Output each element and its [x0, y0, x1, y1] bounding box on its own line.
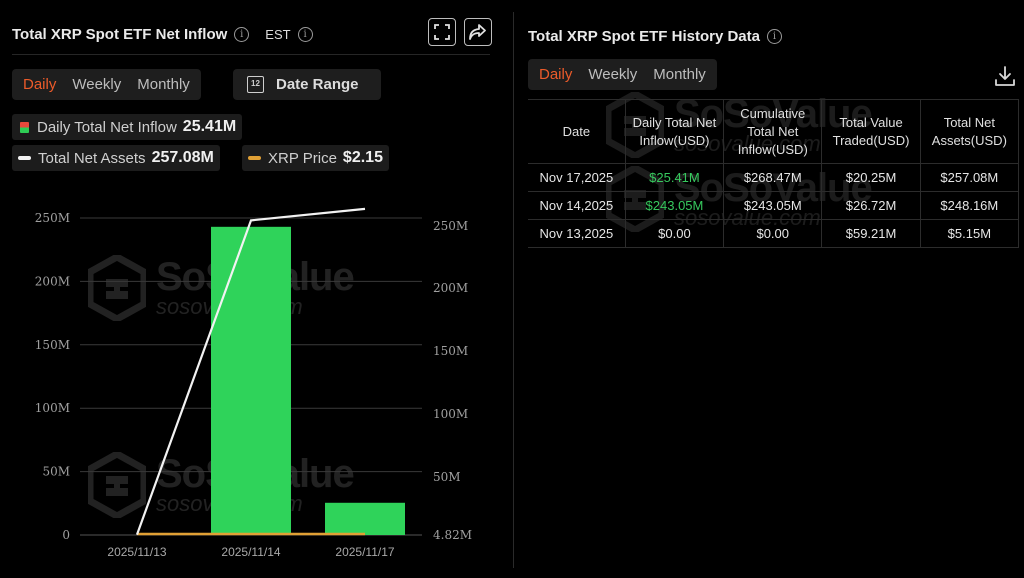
x-axis-tick-label: 2025/11/13	[107, 545, 166, 559]
inflow-chart[interactable]: 0 50M 100M 150M 200M 250M 4.82M 50M 100M 150M 200M…	[0, 195, 500, 570]
cell-cumulative-inflow: $0.00	[723, 219, 823, 248]
date-range-button[interactable]: 12 Date Range	[233, 69, 381, 100]
bar	[325, 502, 405, 535]
cell-cumulative-inflow: $243.05M	[723, 191, 823, 220]
cell-net-assets: $5.15M	[919, 219, 1020, 248]
right-axis-tick-label: 50M	[433, 470, 461, 484]
left-axis-tick-label: 100M	[35, 401, 70, 415]
price-swatch-icon	[248, 156, 261, 160]
cell-date: Nov 17,2025	[528, 163, 626, 192]
net-inflow-panel: Total XRP Spot ETF Net Inflow i EST i Da…	[0, 0, 500, 578]
col-cumulative-inflow[interactable]: Cumulative Total Net Inflow(USD)	[723, 99, 823, 164]
cell-date: Nov 14,2025	[528, 191, 626, 220]
right-axis-tick-label: 250M	[433, 219, 468, 233]
history-period-tabs: Daily Weekly Monthly	[528, 59, 717, 90]
cell-net-assets: $248.16M	[919, 191, 1020, 220]
left-axis-tick-label: 0	[62, 528, 70, 542]
cell-daily-inflow: $25.41M	[624, 163, 725, 192]
left-axis-tick-label: 250M	[35, 211, 70, 225]
share-icon	[469, 24, 486, 40]
net-inflow-header: Total XRP Spot ETF Net Inflow i EST i	[12, 18, 492, 50]
history-title: Total XRP Spot ETF History Data	[528, 27, 760, 45]
info-icon[interactable]: i	[766, 28, 782, 44]
right-axis-tick-label: 4.82M	[433, 528, 472, 542]
col-net-assets[interactable]: Total Net Assets(USD)	[919, 99, 1020, 164]
info-icon[interactable]: i	[234, 26, 250, 42]
cell-value-traded: $26.72M	[821, 191, 921, 220]
right-axis-tick-label: 100M	[433, 407, 468, 421]
share-button[interactable]	[464, 18, 492, 46]
legend-price[interactable]: XRP Price $2.15	[242, 145, 389, 171]
timezone-info-icon[interactable]: i	[297, 26, 313, 42]
net-assets-line	[135, 207, 366, 535]
legend-inflow[interactable]: Daily Total Net Inflow 25.41M	[12, 114, 243, 140]
cell-value-traded: $59.21M	[821, 219, 921, 248]
history-tab-daily[interactable]: Daily	[539, 66, 573, 83]
legend-assets-value: 257.08M	[151, 149, 214, 166]
calendar-icon: 12	[247, 76, 264, 93]
line-swatch-icon	[18, 156, 31, 160]
cell-daily-inflow: $0.00	[624, 219, 725, 248]
table-header-row: Date Daily Total Net Inflow(USD) Cumulat…	[528, 99, 1020, 164]
panel-divider	[513, 12, 514, 568]
history-header: Total XRP Spot ETF History Data i	[528, 22, 782, 50]
fullscreen-icon	[434, 24, 450, 40]
legend-assets-label: Total Net Assets	[38, 149, 146, 167]
cell-net-assets: $257.08M	[919, 163, 1020, 192]
timezone-label: EST	[265, 26, 291, 42]
fullscreen-button[interactable]	[428, 18, 456, 46]
x-axis-tick-label: 2025/11/14	[221, 545, 280, 559]
cell-cumulative-inflow: $268.47M	[723, 163, 823, 192]
x-axis-tick-label: 2025/11/17	[335, 545, 394, 559]
cell-daily-inflow: $243.05M	[624, 191, 725, 220]
date-range-label: Date Range	[276, 76, 359, 93]
legend-inflow-value: 25.41M	[182, 118, 237, 135]
right-axis-tick-label: 150M	[433, 344, 468, 358]
col-daily-inflow[interactable]: Daily Total Net Inflow(USD)	[624, 99, 725, 164]
download-icon[interactable]	[994, 65, 1016, 87]
bar	[211, 226, 291, 535]
history-tab-monthly[interactable]: Monthly	[653, 66, 706, 83]
history-panel: Total XRP Spot ETF History Data i Daily …	[514, 0, 1024, 578]
chart-title: Total XRP Spot ETF Net Inflow	[12, 25, 228, 43]
col-value-traded[interactable]: Total Value Traded(USD)	[821, 99, 921, 164]
left-axis-tick-label: 150M	[35, 338, 70, 352]
cell-date: Nov 13,2025	[528, 219, 626, 248]
legend-inflow-label: Daily Total Net Inflow	[37, 118, 177, 136]
history-table: Date Daily Total Net Inflow(USD) Cumulat…	[528, 99, 1020, 248]
table-row: Nov 13,2025 $0.00 $0.00 $59.21M $5.15M	[528, 219, 1020, 248]
legend-price-value: $2.15	[342, 149, 383, 166]
bar-swatch-icon	[20, 121, 29, 133]
tab-monthly[interactable]: Monthly	[137, 76, 190, 93]
table-row: Nov 14,2025 $243.05M $243.05M $26.72M $2…	[528, 191, 1020, 220]
col-date[interactable]: Date	[528, 99, 626, 164]
header-divider	[12, 54, 490, 55]
tab-daily[interactable]: Daily	[23, 76, 57, 93]
table-row: Nov 17,2025 $25.41M $268.47M $20.25M $25…	[528, 163, 1020, 192]
right-axis-tick-label: 200M	[433, 281, 468, 295]
left-axis-tick-label: 50M	[42, 465, 70, 479]
legend-assets[interactable]: Total Net Assets 257.08M	[12, 145, 220, 171]
cell-value-traded: $20.25M	[821, 163, 921, 192]
legend-price-label: XRP Price	[268, 149, 337, 167]
tab-weekly[interactable]: Weekly	[72, 76, 122, 93]
left-axis-tick-label: 200M	[35, 274, 70, 288]
period-tabs: Daily Weekly Monthly	[12, 69, 201, 100]
history-tab-weekly[interactable]: Weekly	[588, 66, 638, 83]
